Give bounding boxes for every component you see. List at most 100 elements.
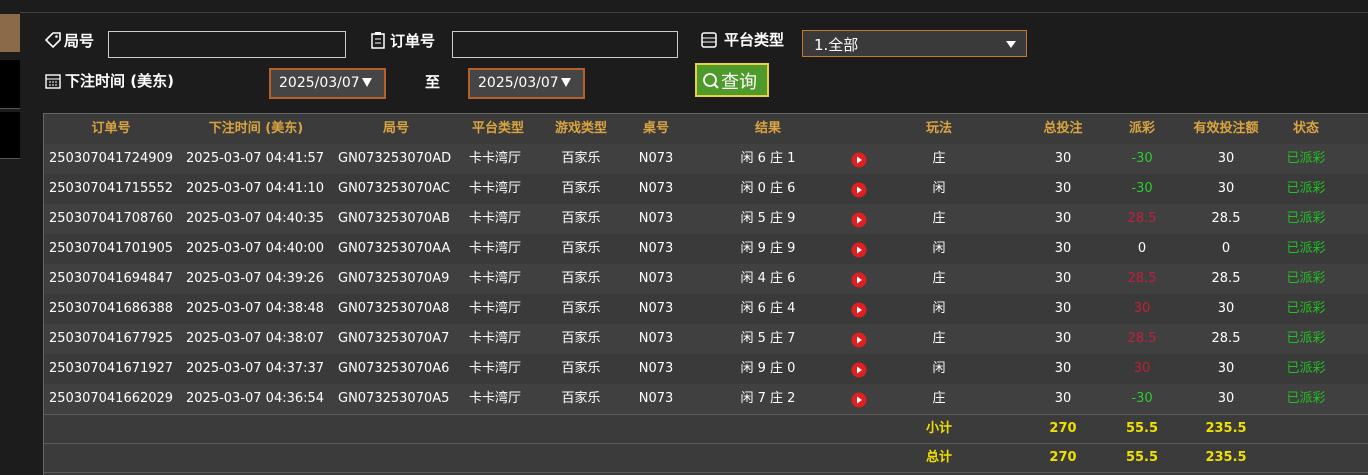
table-cell: 闲 4 庄 6 bbox=[740, 271, 796, 286]
table-cell: 30 bbox=[1054, 301, 1072, 316]
table-cell: 28.5 bbox=[1127, 211, 1157, 226]
table-row bbox=[44, 384, 1368, 414]
table-cell: GN073253070AA bbox=[338, 241, 451, 256]
table-cell: 30 bbox=[1217, 301, 1235, 316]
play-icon[interactable] bbox=[851, 362, 867, 378]
table-row bbox=[44, 354, 1368, 384]
play-icon[interactable] bbox=[851, 152, 867, 168]
table-cell: 闲 7 庄 2 bbox=[740, 391, 796, 406]
play-icon[interactable] bbox=[851, 392, 867, 408]
table-cell: 已派彩 bbox=[1286, 271, 1326, 286]
table-cell: 30 bbox=[1054, 211, 1072, 226]
table-cell: 2025-03-07 04:41:57 bbox=[186, 151, 325, 166]
table-cell: 2025-03-07 04:38:07 bbox=[186, 331, 325, 346]
round-input[interactable] bbox=[108, 31, 346, 58]
date-to[interactable]: 2025/03/07 bbox=[468, 68, 585, 99]
table-cell: 0 bbox=[1221, 241, 1231, 256]
play-icon[interactable] bbox=[851, 182, 867, 198]
table-cell: 闲 5 庄 7 bbox=[740, 331, 796, 346]
column-header: 桌号 bbox=[642, 121, 669, 136]
order-label: 订单号 bbox=[390, 32, 436, 50]
table-cell: 闲 0 庄 6 bbox=[740, 181, 796, 196]
table-cell: 28.5 bbox=[1211, 271, 1241, 286]
table-cell: N073 bbox=[638, 361, 674, 376]
table-cell: 已派彩 bbox=[1286, 331, 1326, 346]
table-cell: 30 bbox=[1217, 361, 1235, 376]
table-row bbox=[44, 174, 1368, 204]
sidebar-item bbox=[0, 60, 20, 109]
summary-value: 55.5 bbox=[1125, 421, 1159, 436]
table-cell: 卡卡湾厅 bbox=[469, 331, 522, 346]
table-cell: 30 bbox=[1054, 361, 1072, 376]
list-icon bbox=[701, 32, 717, 48]
summary-label: 小计 bbox=[925, 421, 952, 436]
table-cell: 2025-03-07 04:38:48 bbox=[186, 301, 325, 316]
table-cell: 30 bbox=[1217, 391, 1235, 406]
sidebar-item bbox=[0, 112, 20, 159]
table-cell: -30 bbox=[1131, 391, 1153, 406]
table-cell: 闲 bbox=[932, 361, 946, 376]
summary-value: 270 bbox=[1049, 421, 1077, 436]
table-cell: 已派彩 bbox=[1286, 181, 1326, 196]
table-cell: 百家乐 bbox=[561, 361, 601, 376]
table-cell: 30 bbox=[1054, 181, 1072, 196]
order-input[interactable] bbox=[452, 31, 678, 58]
column-header: 玩法 bbox=[925, 121, 952, 136]
play-icon[interactable] bbox=[851, 302, 867, 318]
platform-label: 平台类型 bbox=[724, 31, 785, 49]
table-cell: 30 bbox=[1054, 151, 1072, 166]
table-row bbox=[44, 144, 1368, 174]
date-from[interactable]: 2025/03/07 bbox=[269, 68, 386, 99]
table-cell: 250307041708760 bbox=[49, 211, 174, 226]
table-row bbox=[44, 234, 1368, 264]
table-row bbox=[44, 264, 1368, 294]
play-icon[interactable] bbox=[851, 242, 867, 258]
table-row bbox=[44, 294, 1368, 324]
round-label: 局号 bbox=[64, 32, 95, 50]
table-cell: 2025-03-07 04:36:54 bbox=[186, 391, 325, 406]
column-header: 总投注 bbox=[1043, 121, 1083, 136]
search-button[interactable]: 查询 bbox=[695, 63, 769, 97]
table-cell: 30 bbox=[1054, 391, 1072, 406]
search-text: 查询 bbox=[721, 72, 757, 93]
column-header: 订单号 bbox=[91, 121, 131, 136]
table-cell: 庄 bbox=[932, 151, 946, 166]
table-cell: 百家乐 bbox=[561, 211, 601, 226]
play-icon[interactable] bbox=[851, 332, 867, 348]
table-cell: 250307041715552 bbox=[49, 181, 174, 196]
table-cell: 250307041701905 bbox=[49, 241, 174, 256]
table-cell: 2025-03-07 04:37:37 bbox=[186, 361, 325, 376]
table-cell: -30 bbox=[1131, 181, 1153, 196]
play-icon[interactable] bbox=[851, 272, 867, 288]
table-cell: GN073253070A9 bbox=[338, 271, 450, 286]
table-cell: 28.5 bbox=[1211, 331, 1241, 346]
table-cell: N073 bbox=[638, 271, 674, 286]
summary-value: 235.5 bbox=[1205, 421, 1247, 436]
table-cell: N073 bbox=[638, 301, 674, 316]
play-icon[interactable] bbox=[851, 212, 867, 228]
table-cell: N073 bbox=[638, 181, 674, 196]
table-cell: 30 bbox=[1217, 151, 1235, 166]
column-header: 有效投注额 bbox=[1193, 121, 1259, 136]
table-cell: N073 bbox=[638, 151, 674, 166]
table-cell: 已派彩 bbox=[1286, 361, 1326, 376]
table-cell: 250307041677925 bbox=[49, 331, 174, 346]
table-cell: GN073253070A8 bbox=[338, 301, 450, 316]
column-header: 派彩 bbox=[1128, 121, 1155, 136]
table-cell: 百家乐 bbox=[561, 391, 601, 406]
column-header: 状态 bbox=[1292, 121, 1319, 136]
date-from-text: 2025/03/07 bbox=[279, 75, 360, 91]
table-cell: 30 bbox=[1054, 241, 1072, 256]
table-cell: 已派彩 bbox=[1286, 211, 1326, 226]
table-cell: 百家乐 bbox=[561, 181, 601, 196]
table-cell: 卡卡湾厅 bbox=[469, 151, 522, 166]
sidebar-tab bbox=[0, 14, 20, 52]
table-cell: GN073253070A6 bbox=[338, 361, 450, 376]
table-cell: 百家乐 bbox=[561, 241, 601, 256]
table-cell: 卡卡湾厅 bbox=[469, 241, 522, 256]
to-label: 至 bbox=[425, 73, 441, 91]
table-cell: 庄 bbox=[932, 211, 946, 226]
row-divider bbox=[44, 472, 1368, 473]
platform-select[interactable]: 1.全部 bbox=[802, 30, 1027, 57]
